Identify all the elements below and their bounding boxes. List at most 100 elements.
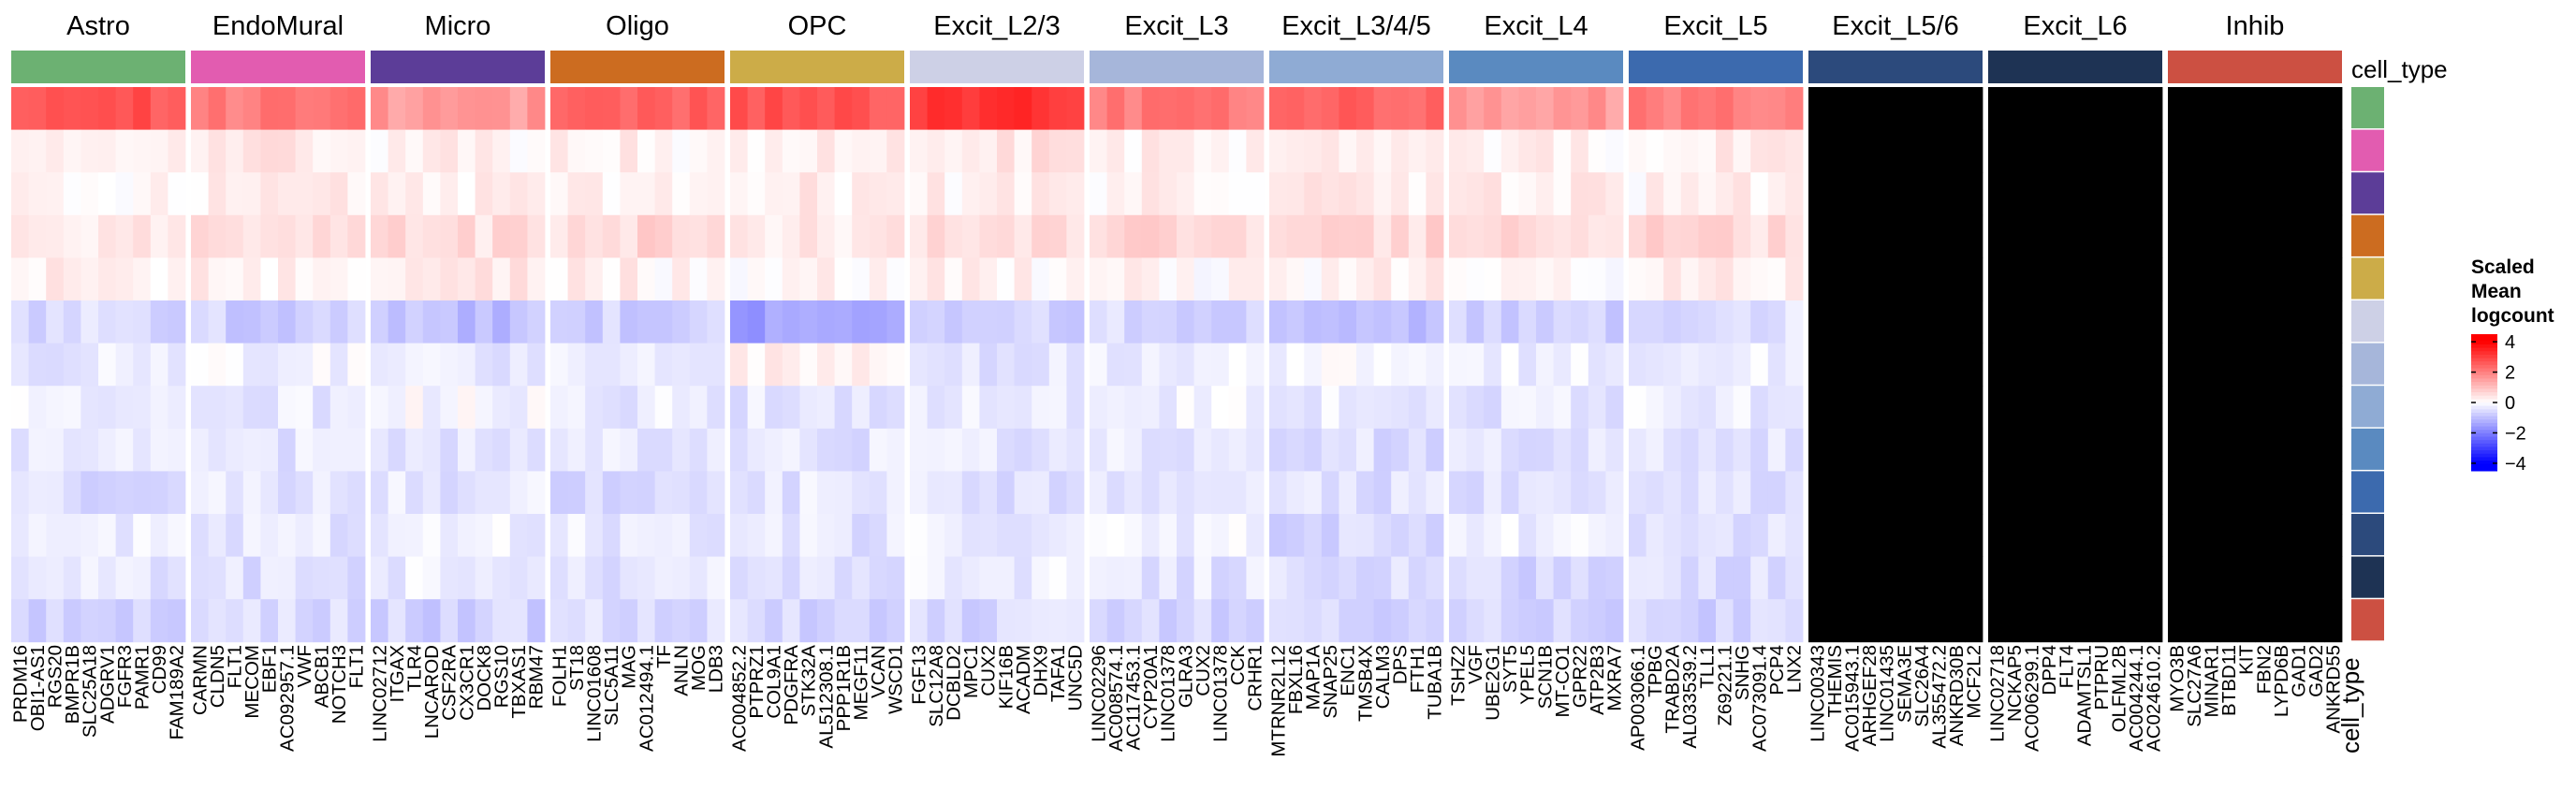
heatmap-cell (492, 556, 511, 600)
heatmap-cell (1286, 556, 1305, 600)
heatmap-cell (944, 599, 963, 643)
heatmap-cell (168, 428, 186, 472)
heatmap-cell (1588, 471, 1606, 515)
gene-label: ITGAX (387, 645, 408, 703)
heatmap-cell (707, 172, 725, 216)
heatmap-cell (133, 214, 152, 258)
gene-label: MCF2L2 (1964, 645, 1985, 719)
heatmap-cell (1588, 386, 1606, 430)
heatmap-cell (1106, 300, 1125, 344)
annotation-cell (2351, 257, 2384, 300)
heatmap-cell (440, 428, 459, 472)
heatmap-cell (115, 257, 134, 301)
heatmap-cell (1177, 343, 1194, 387)
heatmap-cell (961, 172, 980, 216)
heatmap-cell (1629, 87, 1647, 130)
heatmap-cell (799, 343, 818, 387)
heatmap-cell (1646, 257, 1664, 301)
heatmap-cell (1965, 471, 1983, 515)
legend-title-line-2: Mean (2471, 281, 2522, 302)
heatmap-cell (1860, 428, 1879, 472)
heatmap-cell (1339, 386, 1357, 430)
heatmap-cell (1588, 87, 1606, 130)
heatmap-cell (2185, 172, 2203, 216)
heatmap-cell (1750, 514, 1769, 557)
heatmap-cell (63, 257, 81, 301)
heatmap-cell (886, 172, 905, 216)
heatmap-cell (295, 343, 314, 387)
heatmap-cell (2168, 556, 2186, 600)
heatmap-cell (1014, 428, 1032, 472)
heatmap-cell (2057, 172, 2076, 216)
heatmap-cell (1895, 386, 1913, 430)
heatmap-cell (2272, 214, 2291, 258)
heatmap-cell (2144, 514, 2163, 557)
heatmap-cell (492, 514, 511, 557)
heatmap-cell (730, 129, 748, 173)
heatmap-cell (869, 87, 887, 130)
gene-label: AC117453.1 (1123, 645, 1145, 750)
heatmap-cell (1878, 599, 1896, 643)
heatmap-cell (242, 214, 261, 258)
heatmap-cell (1177, 556, 1194, 600)
gene-label: MPC1 (960, 645, 982, 698)
heatmap-cell (313, 428, 331, 472)
heatmap-cell (98, 87, 116, 130)
heatmap-cell (730, 343, 748, 387)
heatmap-cell (799, 214, 818, 258)
heatmap-cell (1767, 471, 1786, 515)
heatmap-cell (1228, 87, 1247, 130)
heatmap-cell (1211, 599, 1230, 643)
heatmap-cell (782, 257, 800, 301)
heatmap-cell (550, 343, 568, 387)
heatmap-cell (2290, 556, 2308, 600)
heatmap-cell (1211, 428, 1230, 472)
gene-label: TSHZ2 (1447, 645, 1469, 706)
heatmap-cell (2237, 214, 2256, 258)
heatmap-cell (2168, 300, 2186, 344)
heatmap-cell (1860, 257, 1879, 301)
heatmap-cell (654, 214, 673, 258)
heatmap-cell (1646, 343, 1664, 387)
heatmap-cell (242, 471, 261, 515)
heatmap-cell (492, 599, 511, 643)
heatmap-cell (1269, 257, 1287, 301)
heatmap-cell (869, 556, 887, 600)
heatmap-cell (927, 129, 945, 173)
heatmap-cell (910, 599, 928, 643)
heatmap-cell (2219, 343, 2238, 387)
heatmap-cell (1553, 428, 1572, 472)
gene-label: SLC5A11 (601, 645, 622, 725)
legend-tick-label: 0 (2505, 393, 2515, 414)
heatmap-cell (707, 214, 725, 258)
heatmap-cell (1286, 257, 1305, 301)
heatmap-cell (1930, 172, 1949, 216)
heatmap-cell (567, 343, 586, 387)
gene-label: LINC00343 (1807, 645, 1828, 742)
heatmap-cell (910, 129, 928, 173)
heatmap-cell (440, 556, 459, 600)
heatmap-cell (1518, 214, 1537, 258)
heatmap-cell (1193, 599, 1212, 643)
heatmap-cell (2005, 214, 2024, 258)
heatmap-cell (1785, 514, 1804, 557)
heatmap-cell (834, 556, 853, 600)
heatmap-cell (168, 386, 186, 430)
heatmap-cell (1988, 300, 2006, 344)
heatmap-cell (80, 129, 99, 173)
heatmap-cell (1588, 214, 1606, 258)
heatmap-cell (1733, 87, 1751, 130)
gene-label: MEGF11 (851, 645, 872, 721)
heatmap-cell (1193, 300, 1212, 344)
gene-label: THEMIS (1824, 645, 1846, 717)
heatmap-cell (1032, 129, 1050, 173)
heatmap-cell (2290, 386, 2308, 430)
heatmap-cell (1066, 172, 1085, 216)
heatmap-cell (1141, 386, 1160, 430)
heatmap-cell (313, 599, 331, 643)
heatmap-cell (2272, 343, 2291, 387)
heatmap-cell (637, 172, 655, 216)
legend-swatch (2471, 399, 2497, 403)
heatmap-cell (371, 87, 388, 130)
gene-label: SLC25A18 (80, 645, 101, 738)
